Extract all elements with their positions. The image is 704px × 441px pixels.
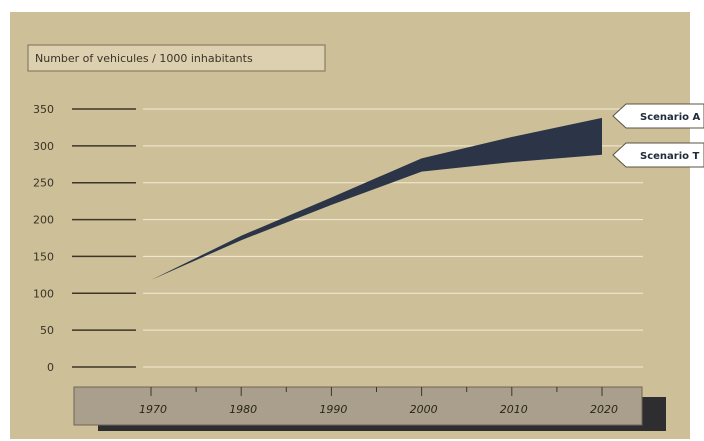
x-tick-label: 1980: [229, 403, 257, 416]
x-tick-label: 1990: [319, 403, 347, 416]
y-tick-label: 50: [40, 324, 54, 337]
x-axis: 1970 1980 1990 2000 2010 2020: [139, 387, 618, 416]
x-tick-label: 1970: [139, 403, 167, 416]
x-tick-label: 2020: [590, 403, 618, 416]
x-tick-label: 2010: [500, 403, 528, 416]
y-tick-label: 350: [33, 103, 54, 116]
scenario-band: [151, 117, 602, 281]
scenario-t-text: Scenario T: [640, 151, 699, 162]
x-tick-label: 2000: [410, 403, 438, 416]
timeline-bar: [73, 386, 666, 431]
y-tick-label: 250: [33, 177, 54, 190]
y-tick-label: 150: [33, 250, 54, 263]
scenario-t-label: Scenario T: [612, 142, 704, 168]
chart-title: Number of vehicules / 1000 inhabitants: [35, 52, 253, 65]
y-tick-label: 300: [33, 140, 54, 153]
y-tick-label: 100: [33, 287, 54, 300]
gridlines: [143, 108, 643, 368]
chart-background: [10, 12, 690, 439]
scenario-a-text: Scenario A: [640, 112, 700, 123]
y-tick-label: 0: [47, 361, 54, 374]
y-tick-label: 200: [33, 214, 54, 227]
y-axis: 350 300 250 200 150 100 50 0: [33, 103, 136, 374]
scenario-a-label: Scenario A: [612, 103, 704, 129]
chart-title-box: Number of vehicules / 1000 inhabitants: [27, 44, 326, 72]
